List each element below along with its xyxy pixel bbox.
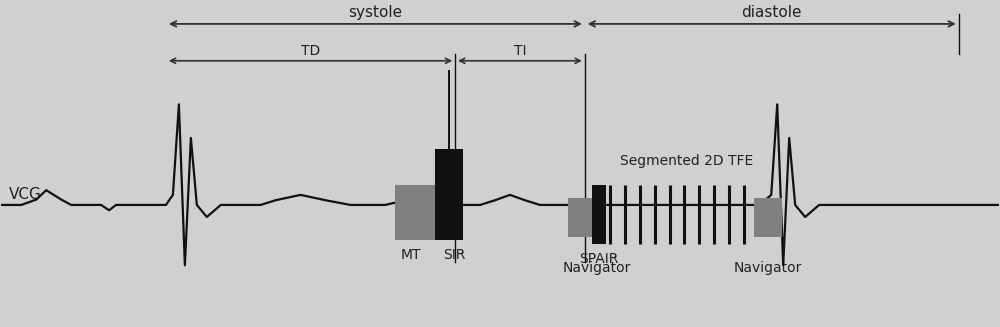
Text: systole: systole <box>348 5 402 20</box>
Text: Segmented 2D TFE: Segmented 2D TFE <box>620 154 754 168</box>
Text: SPAIR: SPAIR <box>579 252 618 266</box>
Bar <box>754 198 782 237</box>
Text: SIR: SIR <box>443 248 465 262</box>
Text: Navigator: Navigator <box>563 261 631 275</box>
Text: TI: TI <box>514 44 526 58</box>
Bar <box>592 185 606 244</box>
Bar <box>568 198 596 237</box>
Text: MT: MT <box>401 248 421 262</box>
Bar <box>435 149 463 240</box>
Text: VCG: VCG <box>9 187 42 202</box>
Text: Navigator: Navigator <box>734 261 802 275</box>
Text: TD: TD <box>301 44 320 58</box>
Text: diastole: diastole <box>741 5 802 20</box>
Bar <box>395 185 437 240</box>
